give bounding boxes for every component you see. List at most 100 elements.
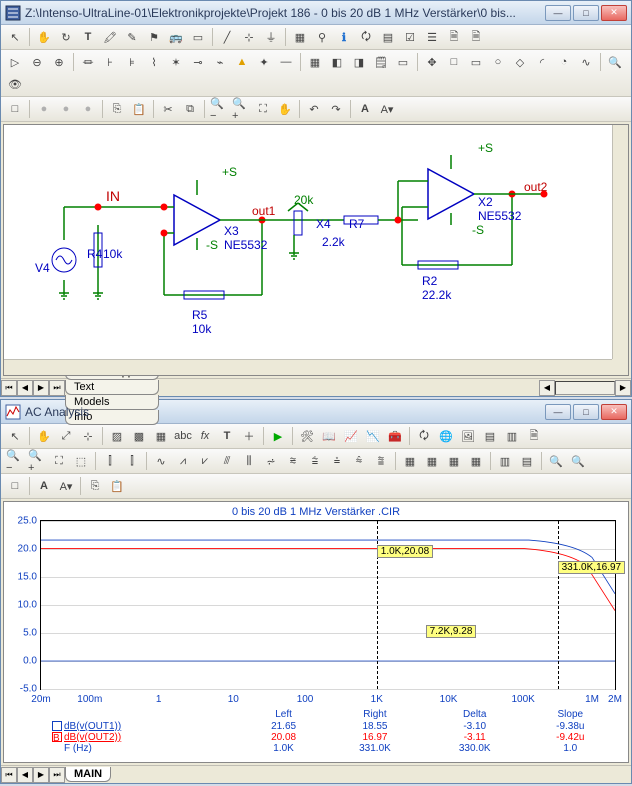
ground-icon[interactable]: ⏚ [261,27,281,47]
page-icon[interactable]: ▭ [393,52,413,72]
font-aa-icon[interactable]: A▾ [377,99,397,119]
scroll-left-button[interactable]: ◀ [539,380,555,396]
circle-icon[interactable]: ○ [488,52,508,72]
block3-icon[interactable]: ▦ [444,451,464,471]
zoom-in-icon[interactable]: 🔍+ [27,451,47,471]
tab-next-button[interactable]: ▶ [33,767,49,783]
scroll-right-button[interactable]: ▶ [615,380,631,396]
zoom-rgn-icon[interactable]: ⬚ [71,451,91,471]
resistor-icon[interactable]: ⏛ [78,52,98,72]
wave11-icon[interactable]: ⩰ [371,451,391,471]
vertical-scrollbar[interactable] [612,125,628,359]
diamond-icon[interactable]: ◇ [510,52,530,72]
text-icon[interactable]: T [217,426,237,446]
stamp-icon[interactable]: ▤ [378,27,398,47]
wave10-icon[interactable]: ⩯ [349,451,369,471]
abc-icon[interactable]: abc [173,426,193,446]
wave8-icon[interactable]: ⩭ [305,451,325,471]
pan-icon[interactable]: ✋ [34,426,54,446]
tab-last-button[interactable]: ⏭ [49,380,65,396]
bus-icon[interactable]: 🚌 [166,27,186,47]
highlighter-icon[interactable]: 🖍 [100,27,120,47]
chart2-icon[interactable]: 📉 [363,426,383,446]
move-icon[interactable]: ✥ [422,52,442,72]
titlebar[interactable]: Z:\Intenso-UltraLine-01\Elektronikprojek… [1,1,631,25]
tab-next-button[interactable]: ▶ [33,380,49,396]
wave3-icon[interactable]: ⩗ [195,451,215,471]
chart1-icon[interactable]: 📈 [341,426,361,446]
zoom-in-icon[interactable]: 🔍+ [231,99,251,119]
square-icon[interactable]: □ [444,52,464,72]
props-icon[interactable]: 🛠 [297,426,317,446]
copy-icon[interactable]: ⎘ [85,476,105,496]
scale-icon[interactable]: ⤢ [56,426,76,446]
check-icon[interactable]: ☑ [400,27,420,47]
cap1-icon[interactable]: ⊦ [100,52,120,72]
minimize-button[interactable]: — [545,404,571,420]
chip-icon[interactable]: ▭ [188,27,208,47]
cut-icon[interactable]: ✂ [158,99,178,119]
left-icon[interactable]: ◧ [327,52,347,72]
lib-icon[interactable]: ▤ [480,426,500,446]
browser-icon[interactable]: 🌐 [436,426,456,446]
font-aa-icon[interactable]: A▾ [56,476,76,496]
paste-icon[interactable]: 📋 [129,99,149,119]
pan-icon[interactable]: ✋ [34,27,54,47]
wire-icon[interactable]: ╱ [217,27,237,47]
font-a-icon[interactable]: A [355,99,375,119]
cols-icon[interactable]: ▥ [495,451,515,471]
pencil-icon[interactable]: ✎ [122,27,142,47]
book-icon[interactable]: 📖 [319,426,339,446]
undo-icon[interactable]: ↶ [304,99,324,119]
zoom-fit-icon[interactable]: ⛶ [49,451,69,471]
horizontal-scrollbar[interactable] [4,359,612,375]
probe-icon[interactable]: ⚲ [312,27,332,47]
binoc-icon[interactable]: 👁 [5,74,25,94]
curve-icon[interactable]: ∿ [576,52,596,72]
wave4-icon[interactable]: ⫻ [217,451,237,471]
picture-icon[interactable]: 🖼 [458,426,478,446]
refresh-icon[interactable]: 🗘 [414,426,434,446]
plot1-icon[interactable]: ▨ [107,426,127,446]
tab-text[interactable]: Text [65,380,159,395]
schematic-canvas[interactable]: IN+S-Sout1X3NE5532R410kV4R510kX420kR72.2… [3,124,629,376]
source1-icon[interactable]: ⊖ [27,52,47,72]
paste-icon[interactable]: 📋 [107,476,127,496]
rotate-icon[interactable]: ↻ [56,27,76,47]
text-icon[interactable]: T [78,27,98,47]
chart-plot[interactable]: -5.00.05.010.015.020.025.020m100m1101001… [40,520,616,690]
maximize-button[interactable]: □ [573,404,599,420]
doc2-icon[interactable]: 🗎 [466,27,486,47]
minimize-button[interactable]: — [545,5,571,21]
w1-icon[interactable]: ⫿ [100,451,120,471]
diode-icon[interactable]: ▷ [5,52,25,72]
ind-icon[interactable]: ⌇ [144,52,164,72]
redo-icon[interactable]: ↷ [326,99,346,119]
plot3-icon[interactable]: ▦ [151,426,171,446]
wave9-icon[interactable]: ⩮ [327,451,347,471]
tab-prev-button[interactable]: ◀ [17,380,33,396]
block1-icon[interactable]: ▦ [400,451,420,471]
block2-icon[interactable]: ▦ [422,451,442,471]
wave2-icon[interactable]: ⩘ [173,451,193,471]
fx-icon[interactable]: fx [195,426,215,446]
tab-main[interactable]: MAIN [65,767,111,782]
zoom-fit-icon[interactable]: ⛶ [253,99,273,119]
close-button[interactable]: ✕ [601,404,627,420]
source2-icon[interactable]: ⊕ [49,52,69,72]
hand-icon[interactable]: ✋ [275,99,295,119]
line-icon[interactable]: — [276,52,296,72]
refresh-icon[interactable]: 🗘 [356,27,376,47]
warn-icon[interactable]: ▲ [232,52,252,72]
grid-icon[interactable]: ▦ [290,27,310,47]
doc-icon[interactable]: 🗎 [524,426,544,446]
tools-icon[interactable]: 🧰 [385,426,405,446]
zoom2-icon[interactable]: 🔍 [568,451,588,471]
rows-icon[interactable]: ▤ [517,451,537,471]
block4-icon[interactable]: ▦ [466,451,486,471]
net-icon[interactable]: ⊹ [239,27,259,47]
doc-icon[interactable]: 🗎 [444,27,464,47]
flag-icon[interactable]: ⚑ [144,27,164,47]
wave1-icon[interactable]: ∿ [151,451,171,471]
add-icon[interactable]: ＋ [239,426,259,446]
